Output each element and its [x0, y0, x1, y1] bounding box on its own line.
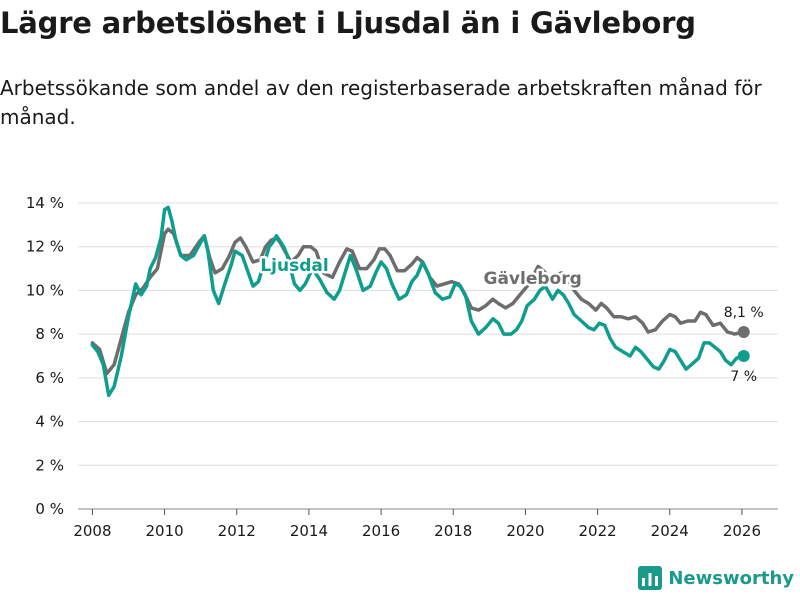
chart-title: Lägre arbetslöshet i Ljusdal än i Gävleb…: [0, 6, 696, 40]
y-tick-label: 0 %: [35, 500, 64, 518]
end-label-ljusdal: 7 %: [730, 369, 757, 385]
y-tick-label: 14 %: [26, 194, 64, 212]
series-line-gavleborg: [90, 227, 746, 376]
x-tick-label: 2008: [73, 522, 111, 540]
series-line-ljusdal: [90, 205, 746, 398]
axis-layer: 0 % 2 % 4 % 6 % 8 % 10 % 12 % 14 % 2008 2010 2012 2…: [26, 194, 761, 540]
series-name-gavleborg: Gävleborg: [484, 269, 582, 289]
bar-chart-icon: [638, 566, 663, 590]
label-layer: 8,1 % 7 % Ljusdal Gävleborg: [258, 253, 764, 385]
y-tick-label: 6 %: [35, 369, 64, 387]
x-tick-label: 2020: [506, 522, 544, 540]
x-tick-label: 2024: [651, 522, 689, 540]
y-tick-label: 4 %: [35, 413, 64, 431]
y-tick-label: 10 %: [26, 281, 64, 299]
x-tick-label: 2018: [434, 522, 472, 540]
series-name-ljusdal: Ljusdal: [260, 256, 328, 276]
end-point-ljusdal: [737, 350, 750, 362]
x-tick-label: 2016: [362, 522, 400, 540]
chart-subtitle: Arbetssökande som andel av den registerb…: [0, 76, 762, 129]
end-label-gavleborg: 8,1 %: [724, 305, 764, 321]
grid-layer: [78, 202, 778, 510]
series-layer: [90, 205, 750, 398]
brand-logo[interactable]: Newsworthy: [638, 566, 794, 590]
brand-name: Newsworthy: [668, 567, 794, 589]
x-tick-label: 2014: [290, 522, 328, 540]
x-tick-label: 2022: [578, 522, 616, 540]
y-tick-label: 8 %: [35, 325, 64, 343]
x-tick-label: 2010: [146, 522, 184, 540]
y-tick-label: 12 %: [26, 238, 64, 256]
y-tick-label: 2 %: [35, 456, 64, 474]
x-tick-label: 2012: [218, 522, 256, 540]
x-tick-label: 2026: [723, 522, 761, 540]
end-point-gavleborg: [737, 325, 750, 338]
